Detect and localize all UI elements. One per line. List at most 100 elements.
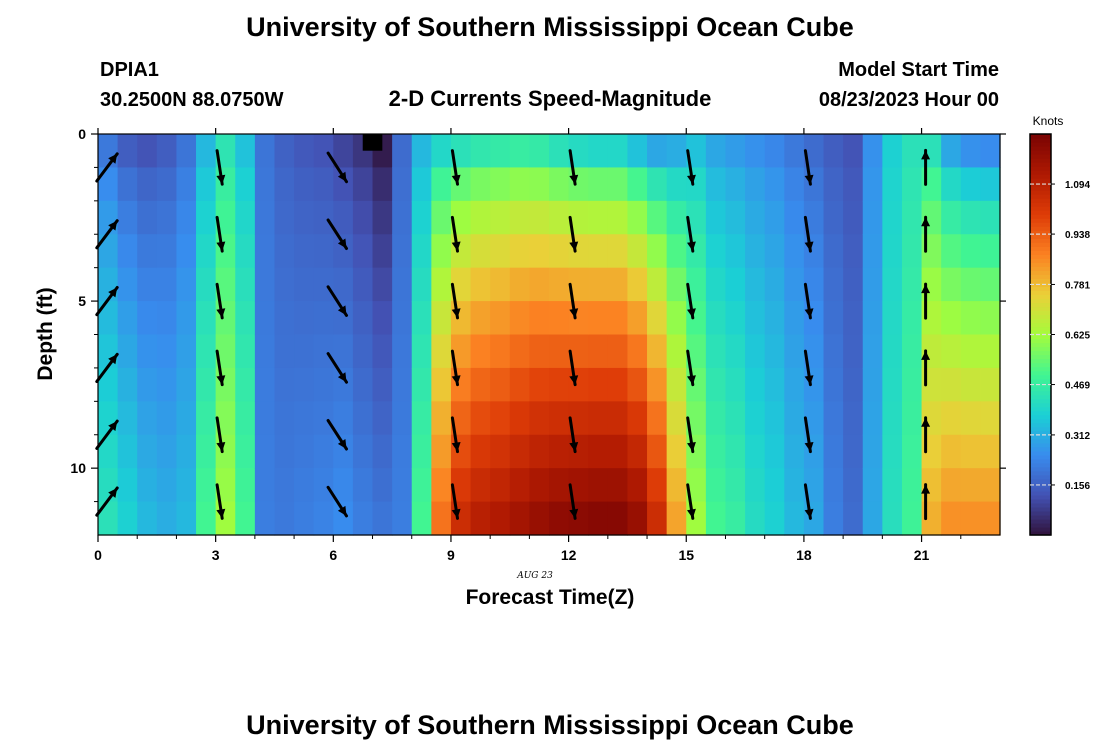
heatmap-cell — [705, 267, 727, 302]
heatmap-cell — [117, 401, 138, 436]
heatmap-cell — [549, 434, 570, 469]
heatmap-cell — [647, 401, 668, 436]
heatmap-cell — [509, 267, 530, 302]
model-start-label: Model Start Time — [838, 59, 999, 81]
heatmap-cell — [431, 301, 452, 336]
heatmap-cell — [235, 501, 256, 536]
heatmap-cell — [156, 334, 178, 369]
heatmap-cell — [392, 367, 413, 402]
heatmap-cell — [176, 301, 197, 336]
heatmap-cell — [705, 434, 727, 469]
heatmap-cell — [176, 134, 197, 169]
heatmap-cell — [549, 367, 570, 402]
colorbar-segment — [1030, 438, 1051, 444]
heatmap-cell — [509, 434, 530, 469]
heatmap-cell — [117, 434, 138, 469]
colorbar-segment — [1030, 298, 1051, 304]
heatmap-cell — [725, 468, 746, 503]
current-vector — [95, 419, 119, 450]
current-vector — [95, 219, 119, 250]
heatmap-cell — [784, 301, 805, 336]
heatmap-cell — [705, 200, 727, 235]
heatmap-cell — [294, 334, 315, 369]
heatmap-cell — [725, 301, 746, 336]
colorbar-segment — [1030, 450, 1051, 456]
heatmap-cell — [549, 200, 570, 235]
x-tick-label: 21 — [914, 547, 930, 563]
heatmap-cell — [705, 167, 727, 202]
heatmap-cell — [843, 267, 864, 302]
heatmap-cell — [666, 468, 687, 503]
heatmap-cell — [823, 367, 844, 402]
heatmap-cell — [862, 334, 883, 369]
current-vector — [95, 286, 119, 317]
heatmap-cell — [588, 501, 609, 536]
colorbar-segment — [1030, 306, 1051, 312]
heatmap-cell — [470, 267, 491, 302]
heatmap-cell — [686, 401, 707, 436]
heatmap-cell — [490, 434, 511, 469]
heatmap-cell — [980, 367, 1001, 402]
heatmap-cell — [745, 267, 766, 302]
heatmap-cell — [823, 468, 844, 503]
heatmap-cell — [764, 301, 785, 336]
heatmap-cell — [215, 234, 236, 269]
heatmap-cell — [823, 301, 844, 336]
heatmap-cell — [745, 200, 766, 235]
current-vector — [686, 215, 696, 253]
current-vector — [326, 352, 348, 384]
heatmap-cell — [392, 401, 413, 436]
heatmap-cell — [333, 434, 354, 469]
heatmap-cell — [666, 434, 687, 469]
colorbar-segment — [1030, 198, 1051, 203]
heatmap-cell — [764, 234, 785, 269]
heatmap-cell — [960, 200, 981, 235]
vector-head — [687, 241, 696, 252]
heatmap-cell — [117, 167, 138, 202]
colorbar-unit: Knots — [1033, 114, 1064, 128]
heatmap-cell — [666, 134, 687, 169]
vector-head — [216, 174, 226, 185]
heatmap-cell — [960, 167, 981, 202]
colorbar-segment — [1030, 422, 1051, 428]
heatmap-cell — [254, 367, 276, 402]
current-vector — [568, 349, 579, 387]
heatmap-cell — [254, 301, 276, 336]
heatmap-cell — [901, 200, 923, 235]
current-vector — [803, 282, 814, 320]
heatmap-cell — [490, 200, 511, 235]
heatmap-cell — [294, 401, 315, 436]
current-vector — [326, 285, 348, 317]
colorbar-segment — [1030, 286, 1051, 291]
colorbar-segment — [1030, 242, 1051, 247]
heatmap-cell — [607, 468, 629, 503]
colorbar-segment — [1030, 522, 1051, 528]
heatmap-cell — [803, 301, 825, 336]
colorbar-segment — [1030, 222, 1051, 227]
colorbar-segment — [1030, 294, 1051, 300]
y-tick-label: 5 — [78, 293, 86, 309]
colorbar-segment — [1030, 270, 1051, 275]
heatmap-cell — [215, 167, 236, 202]
heatmap-cell — [568, 200, 589, 235]
heatmap-cell — [941, 401, 962, 436]
colorbar-segment — [1030, 390, 1051, 396]
vector-head — [337, 238, 347, 249]
heatmap-cell — [862, 234, 883, 269]
colorbar-segment — [1030, 430, 1051, 436]
heatmap-cell — [627, 301, 648, 336]
heatmap-cell — [647, 200, 668, 235]
colorbar-segment — [1030, 162, 1051, 167]
heatmap-cell — [686, 501, 707, 536]
heatmap-cell — [529, 334, 550, 369]
heatmap-cell — [764, 434, 785, 469]
heatmap-cell — [313, 234, 334, 269]
heatmap-cell — [901, 134, 923, 169]
heatmap-cell — [784, 501, 805, 536]
heatmap-cell — [823, 401, 844, 436]
heatmap-cell — [117, 200, 138, 235]
heatmap-cell — [843, 134, 864, 169]
heatmap-cell — [98, 301, 119, 336]
heatmap-cell — [235, 468, 256, 503]
heatmap-cell — [333, 468, 354, 503]
